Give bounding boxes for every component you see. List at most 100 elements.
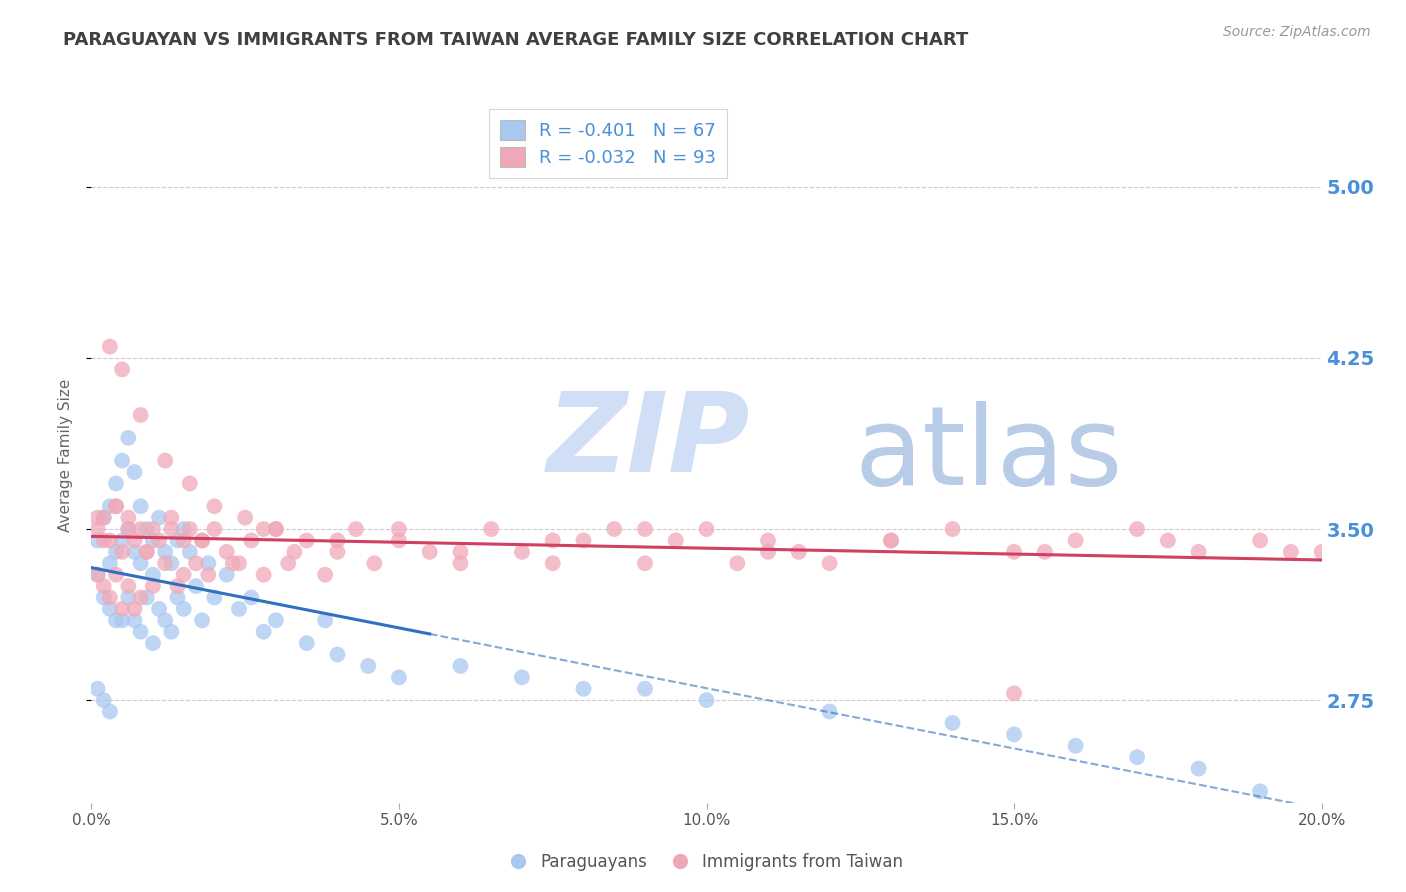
Point [124,465,146,479]
Point [942,522,965,536]
Point [344,522,367,536]
Point [86,567,108,582]
Point [179,545,201,559]
Point [1002,686,1025,700]
Point [129,591,152,605]
Point [111,453,134,467]
Point [314,613,336,627]
Point [135,545,157,559]
Point [142,567,165,582]
Text: atlas: atlas [853,401,1122,508]
Point [153,613,177,627]
Point [153,545,177,559]
Point [1002,545,1025,559]
Point [98,591,121,605]
Point [1157,533,1180,548]
Point [541,533,564,548]
Point [1126,522,1149,536]
Point [135,545,157,559]
Point [634,556,657,570]
Point [179,522,201,536]
Point [314,567,336,582]
Point [148,510,170,524]
Point [173,567,195,582]
Point [111,545,134,559]
Y-axis label: Average Family Size: Average Family Size [58,378,73,532]
Point [253,624,276,639]
Point [1064,533,1087,548]
Point [1126,750,1149,764]
Point [295,533,318,548]
Legend: Paraguayans, Immigrants from Taiwan: Paraguayans, Immigrants from Taiwan [503,847,910,878]
Point [388,533,411,548]
Point [98,500,121,514]
Point [160,556,183,570]
Point [124,545,146,559]
Point [449,556,471,570]
Point [665,533,688,548]
Point [184,579,207,593]
Point [86,681,108,696]
Point [191,613,214,627]
Text: ZIP: ZIP [547,387,749,494]
Point [111,613,134,627]
Point [166,591,188,605]
Point [572,533,595,548]
Point [111,362,134,376]
Point [1033,545,1056,559]
Point [86,533,108,548]
Point [388,522,411,536]
Point [179,476,201,491]
Point [93,533,115,548]
Point [142,522,165,536]
Point [880,533,903,548]
Point [388,670,411,684]
Point [117,522,139,536]
Point [202,591,225,605]
Point [363,556,385,570]
Point [253,567,276,582]
Point [264,522,287,536]
Point [228,556,250,570]
Point [160,624,183,639]
Point [326,545,349,559]
Point [135,591,157,605]
Point [86,522,108,536]
Point [98,602,121,616]
Point [93,510,115,524]
Point [818,705,841,719]
Point [129,556,152,570]
Point [142,533,165,548]
Point [173,522,195,536]
Point [510,545,533,559]
Point [228,602,250,616]
Point [105,500,127,514]
Point [818,556,841,570]
Point [166,533,188,548]
Point [326,648,349,662]
Point [1249,533,1271,548]
Point [233,510,256,524]
Point [1064,739,1087,753]
Point [283,545,305,559]
Point [191,533,214,548]
Point [166,579,188,593]
Point [124,613,146,627]
Point [1187,762,1209,776]
Point [197,556,219,570]
Point [124,602,146,616]
Point [202,522,225,536]
Point [93,579,115,593]
Point [184,556,207,570]
Point [634,681,657,696]
Point [117,579,139,593]
Point [93,693,115,707]
Point [696,693,718,707]
Text: PARAGUAYAN VS IMMIGRANTS FROM TAIWAN AVERAGE FAMILY SIZE CORRELATION CHART: PARAGUAYAN VS IMMIGRANTS FROM TAIWAN AVE… [63,31,969,49]
Point [880,533,903,548]
Point [1249,784,1271,798]
Point [142,636,165,650]
Point [86,567,108,582]
Point [173,533,195,548]
Point [756,533,779,548]
